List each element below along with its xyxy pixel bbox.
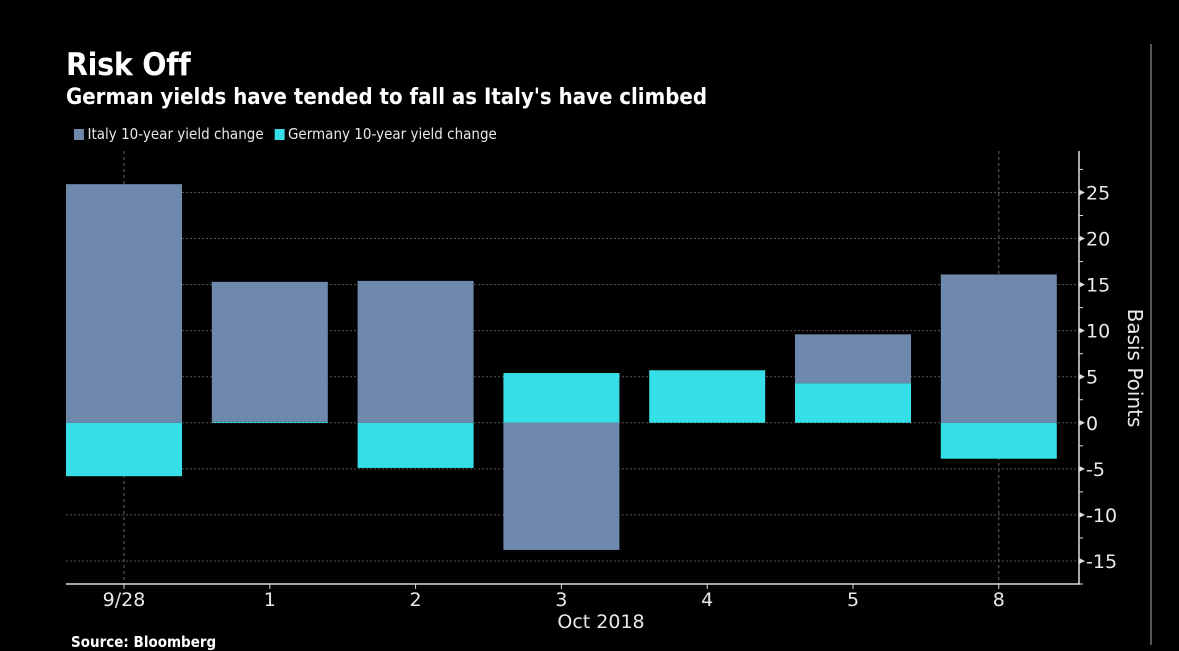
y-major-tick <box>1079 465 1085 472</box>
bar-germany-3 <box>503 373 620 423</box>
bar-germany-9-28 <box>66 422 182 477</box>
x-tick-label: 9/28 <box>103 589 146 611</box>
y-axis-label: Basis Points <box>1123 309 1147 428</box>
y-tick-label: -10 <box>1086 505 1117 527</box>
legend-label-italy: Italy 10-year yield change <box>87 125 264 143</box>
bar-italy-9-28 <box>66 184 182 423</box>
bar-italy-3 <box>503 422 620 550</box>
y-major-tick <box>1079 511 1085 518</box>
legend-label-germany: Germany 10-year yield change <box>287 125 497 143</box>
x-tick-label: 4 <box>701 589 713 611</box>
bar-germany-4 <box>649 370 766 423</box>
bar-italy-1 <box>211 281 328 422</box>
y-tick-label: 25 <box>1086 182 1110 204</box>
bar-germany-5 <box>795 383 911 423</box>
bar-italy-8 <box>940 274 1057 423</box>
bar-italy-2 <box>357 280 474 423</box>
y-major-tick <box>1079 327 1085 334</box>
x-tick-label: 3 <box>555 589 567 611</box>
y-tick-label: 20 <box>1086 229 1110 251</box>
x-tick-label: 5 <box>847 589 859 611</box>
y-tick-label: 5 <box>1086 367 1098 389</box>
y-tick-label: 0 <box>1086 413 1098 435</box>
y-tick-label: 10 <box>1086 321 1110 343</box>
legend-item-germany: Germany 10-year yield change <box>274 125 497 143</box>
axes: -15 -10 -5 0 5 10 15 20 25 9/28 1 2 3 4 5 8 <box>66 151 1117 611</box>
y-major-tick <box>1079 235 1085 242</box>
legend: Italy 10-year yield change Germany 10-ye… <box>74 125 508 143</box>
x-tick-label: 8 <box>993 589 1005 611</box>
bar-germany-8 <box>940 422 1057 459</box>
x-tick-label: 1 <box>264 589 276 611</box>
legend-item-italy: Italy 10-year yield change <box>74 125 264 143</box>
y-tick-label: -5 <box>1086 459 1105 481</box>
panel-divider <box>1150 44 1152 645</box>
legend-swatch-italy <box>74 128 84 140</box>
y-major-tick <box>1079 557 1085 564</box>
x-axis-label: Oct 2018 <box>557 611 644 633</box>
chart-title: Risk Off <box>66 47 191 83</box>
bar-germany-1 <box>211 421 328 423</box>
chart-subtitle: German yields have tended to fall as Ita… <box>66 85 708 110</box>
y-major-tick <box>1079 189 1085 196</box>
x-tick-label: 2 <box>410 589 422 611</box>
bar-italy-5 <box>795 334 911 384</box>
legend-swatch-germany <box>274 128 285 140</box>
y-major-tick <box>1079 419 1085 426</box>
y-tick-label: 15 <box>1086 275 1110 297</box>
bars <box>66 184 1057 550</box>
y-major-tick <box>1079 373 1085 380</box>
bar-germany-2 <box>357 422 474 468</box>
source-note: Source: Bloomberg <box>71 633 217 651</box>
y-tick-label: -15 <box>1086 551 1117 573</box>
y-major-tick <box>1079 281 1085 288</box>
